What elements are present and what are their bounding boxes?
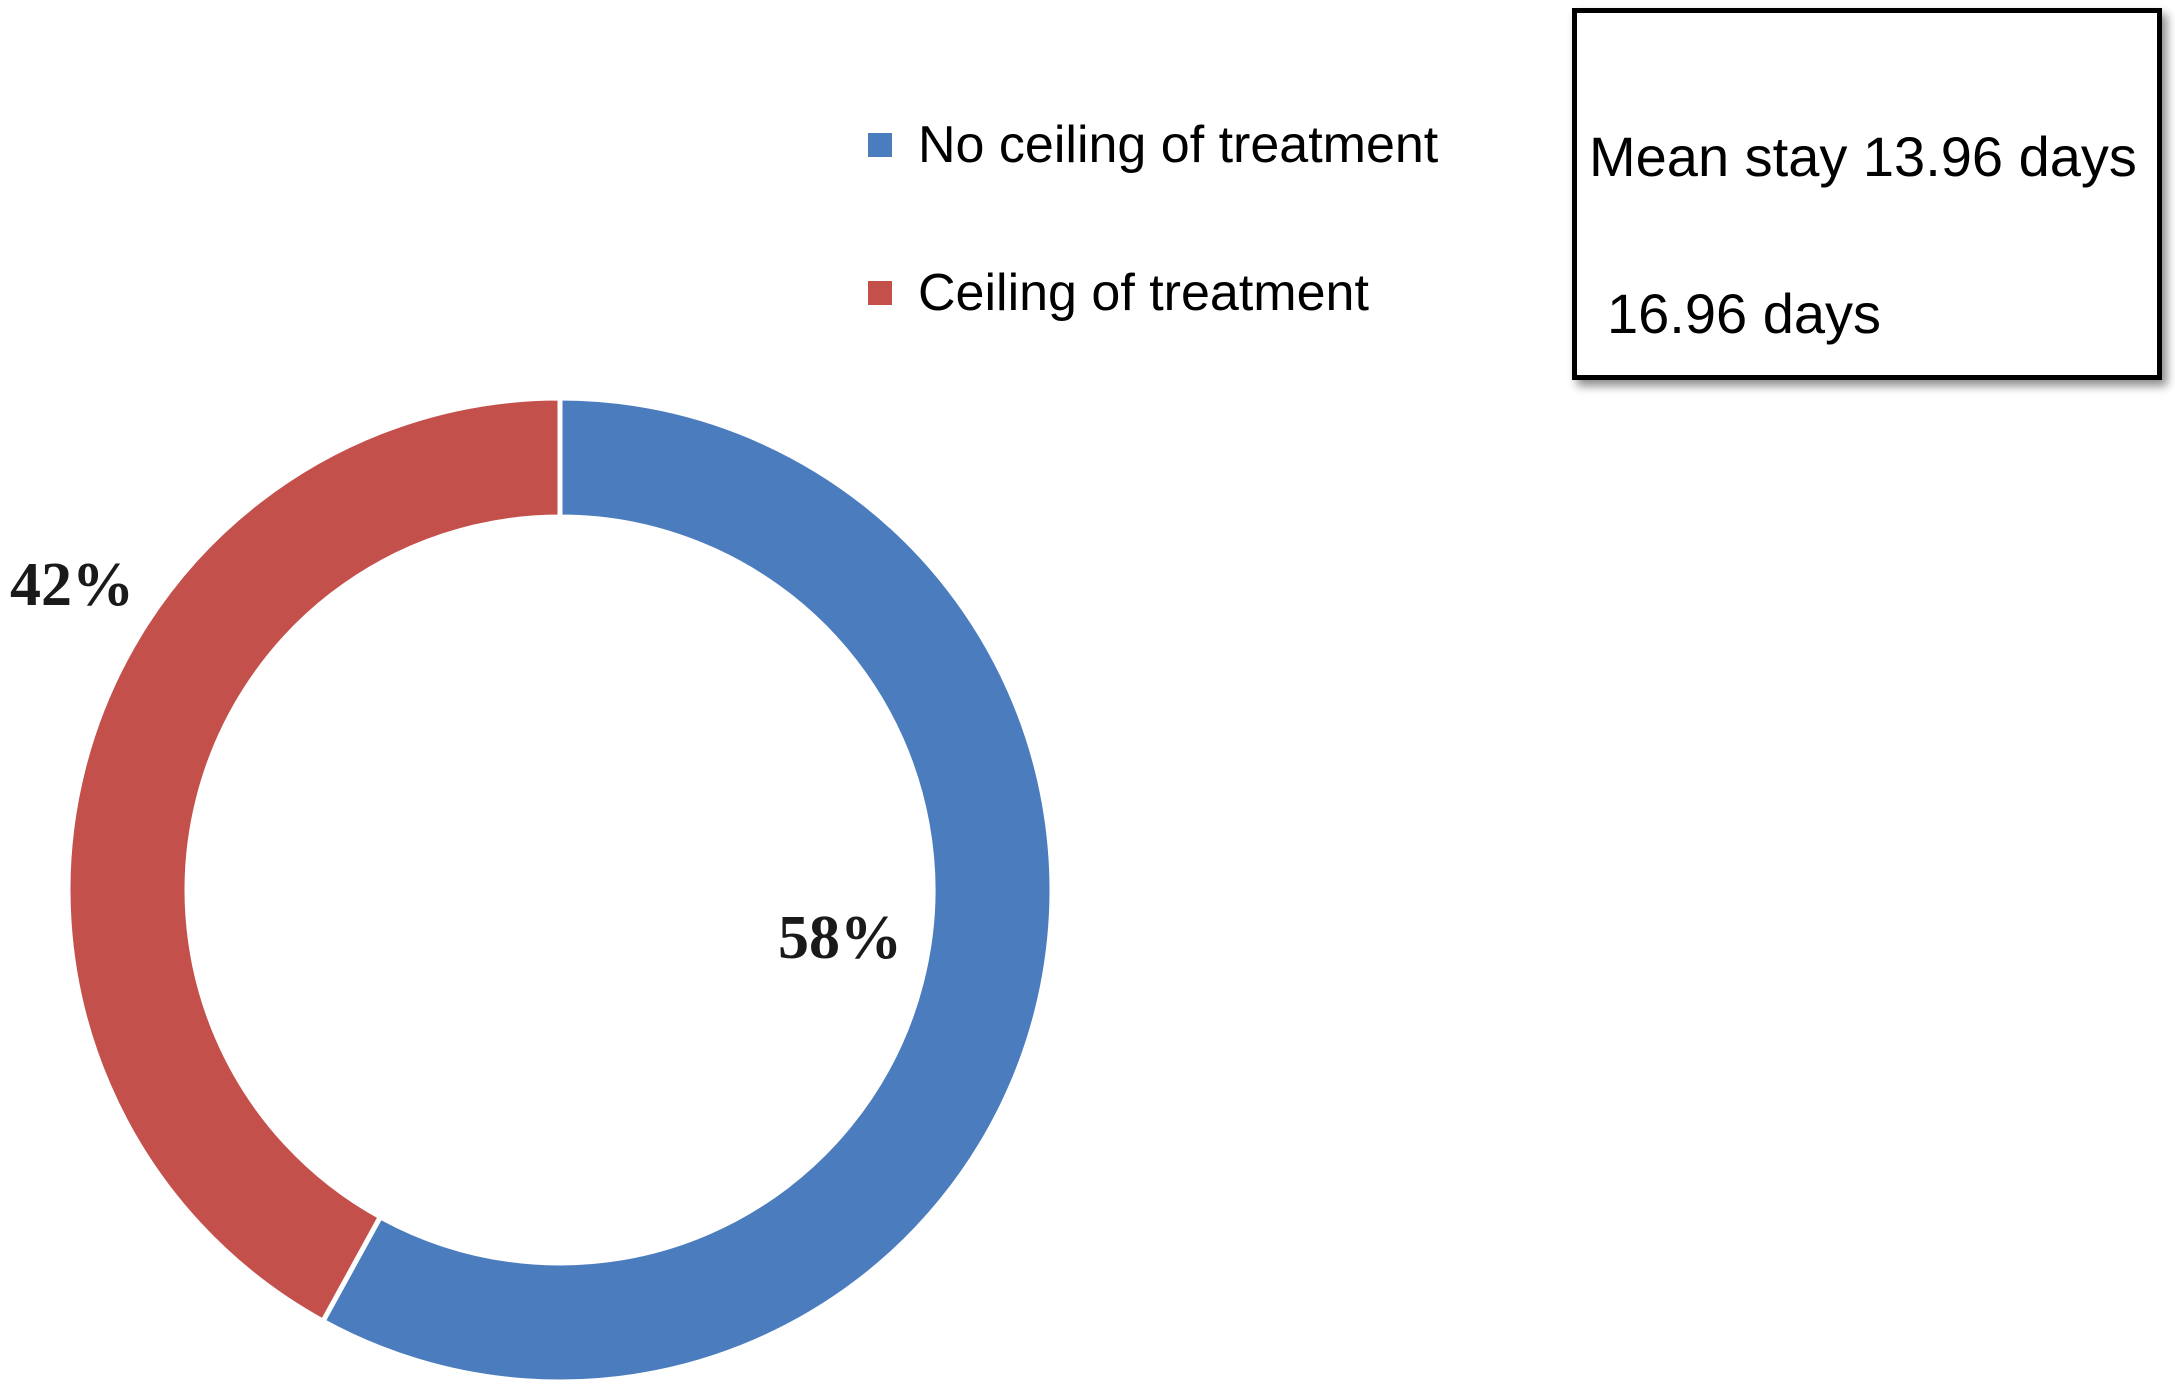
legend-label-no-ceiling: No ceiling of treatment [918,116,1439,174]
pie-slice-ceiling [65,395,563,1325]
legend-swatch-blue-icon [868,133,892,157]
mean-stay-line-2: 16.96 days [1607,282,1881,345]
pie-slice-no-ceiling [319,395,1055,1385]
legend-item-ceiling: Ceiling of treatment [868,258,1438,328]
legend-item-no-ceiling: No ceiling of treatment [868,110,1438,180]
legend-swatch-red-icon [868,281,892,305]
mean-stay-line-1: Mean stay 13.96 days [1589,125,2137,188]
legend-label-ceiling: Ceiling of treatment [918,264,1369,322]
slice-label-ceiling: 42% [10,551,134,619]
slice-label-no-ceiling: 58% [778,904,902,972]
chart-legend: No ceiling of treatment Ceiling of treat… [868,110,1438,328]
mean-stay-annotation-box: Mean stay 13.96 days 16.96 days [1572,8,2162,380]
